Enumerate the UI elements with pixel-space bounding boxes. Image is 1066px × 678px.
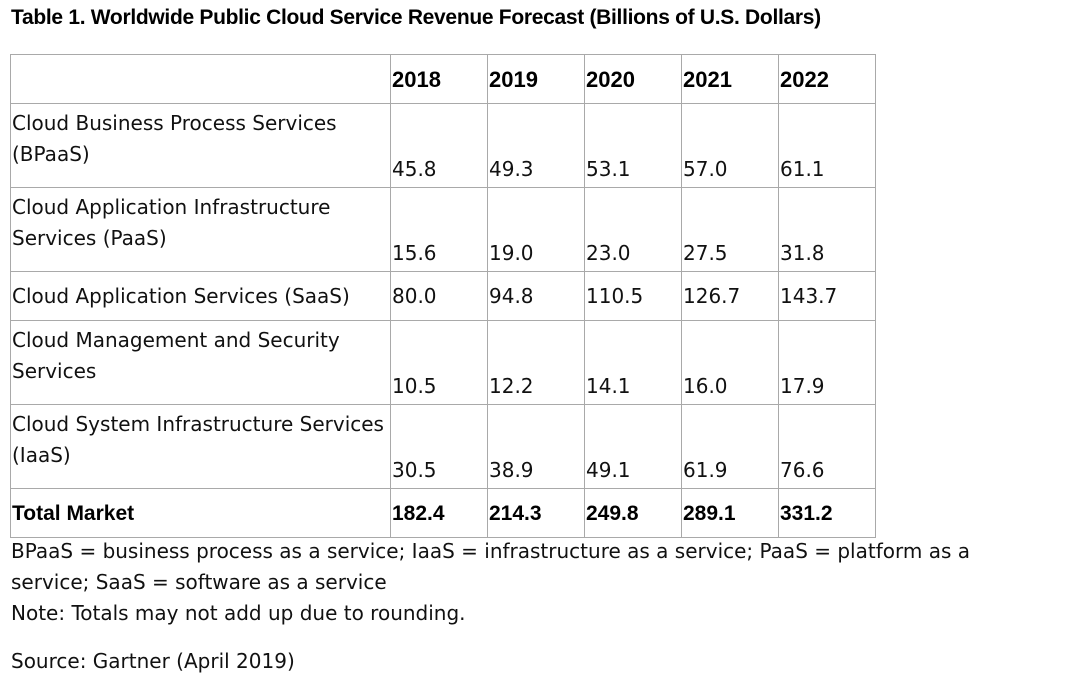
value-cell: 126.7	[681, 271, 779, 321]
total-value-cell: 289.1	[681, 488, 779, 538]
total-value-cell: 214.3	[487, 488, 585, 538]
total-row: Total Market 182.4 214.3 249.8 289.1 331…	[10, 488, 876, 538]
rounding-note: Note: Totals may not add up due to round…	[11, 601, 466, 625]
value-cell: 30.5	[390, 404, 488, 489]
total-value-cell: 249.8	[584, 488, 682, 538]
corner-cell	[10, 54, 391, 104]
revenue-forecast-table: 2018 2019 2020 2021 2022 Cloud Business …	[10, 54, 876, 538]
value-cell: 143.7	[778, 271, 876, 321]
value-cell: 94.8	[487, 271, 585, 321]
value-cell: 38.9	[487, 404, 585, 489]
year-header: 2019	[487, 54, 585, 104]
value-cell: 16.0	[681, 320, 779, 405]
table-row: Cloud Application Services (SaaS) 80.0 9…	[10, 271, 876, 321]
row-label: Cloud Management and Security Services	[10, 320, 391, 405]
value-cell: 76.6	[778, 404, 876, 489]
total-value-cell: 182.4	[390, 488, 488, 538]
value-cell: 15.6	[390, 187, 488, 272]
header-row: 2018 2019 2020 2021 2022	[10, 54, 876, 104]
row-label: Cloud System Infrastructure Services (Ia…	[10, 404, 391, 489]
value-cell: 57.0	[681, 103, 779, 188]
value-cell: 23.0	[584, 187, 682, 272]
table-row: Cloud Management and Security Services 1…	[10, 320, 876, 405]
row-label: Cloud Application Services (SaaS)	[10, 271, 391, 321]
row-label: Cloud Business Process Services (BPaaS)	[10, 103, 391, 188]
source-note: Source: Gartner (April 2019)	[11, 649, 295, 673]
value-cell: 61.1	[778, 103, 876, 188]
value-cell: 45.8	[390, 103, 488, 188]
row-label: Cloud Application Infrastructure Service…	[10, 187, 391, 272]
value-cell: 53.1	[584, 103, 682, 188]
value-cell: 14.1	[584, 320, 682, 405]
value-cell: 61.9	[681, 404, 779, 489]
year-header: 2018	[390, 54, 488, 104]
table-notes: BPaaS = business process as a service; I…	[11, 536, 1051, 677]
value-cell: 110.5	[584, 271, 682, 321]
value-cell: 27.5	[681, 187, 779, 272]
value-cell: 49.1	[584, 404, 682, 489]
table-title: Table 1. Worldwide Public Cloud Service …	[11, 6, 821, 29]
total-value-cell: 331.2	[778, 488, 876, 538]
year-header: 2021	[681, 54, 779, 104]
value-cell: 19.0	[487, 187, 585, 272]
value-cell: 12.2	[487, 320, 585, 405]
abbreviations-note: BPaaS = business process as a service; I…	[11, 539, 970, 594]
value-cell: 10.5	[390, 320, 488, 405]
value-cell: 80.0	[390, 271, 488, 321]
year-header: 2022	[778, 54, 876, 104]
total-label: Total Market	[10, 488, 391, 538]
table-row: Cloud Business Process Services (BPaaS) …	[10, 103, 876, 188]
year-header: 2020	[584, 54, 682, 104]
table-row: Cloud Application Infrastructure Service…	[10, 187, 876, 272]
value-cell: 31.8	[778, 187, 876, 272]
value-cell: 49.3	[487, 103, 585, 188]
table-row: Cloud System Infrastructure Services (Ia…	[10, 404, 876, 489]
value-cell: 17.9	[778, 320, 876, 405]
